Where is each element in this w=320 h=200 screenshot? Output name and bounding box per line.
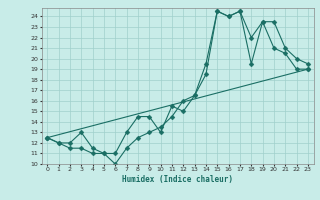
- X-axis label: Humidex (Indice chaleur): Humidex (Indice chaleur): [122, 175, 233, 184]
